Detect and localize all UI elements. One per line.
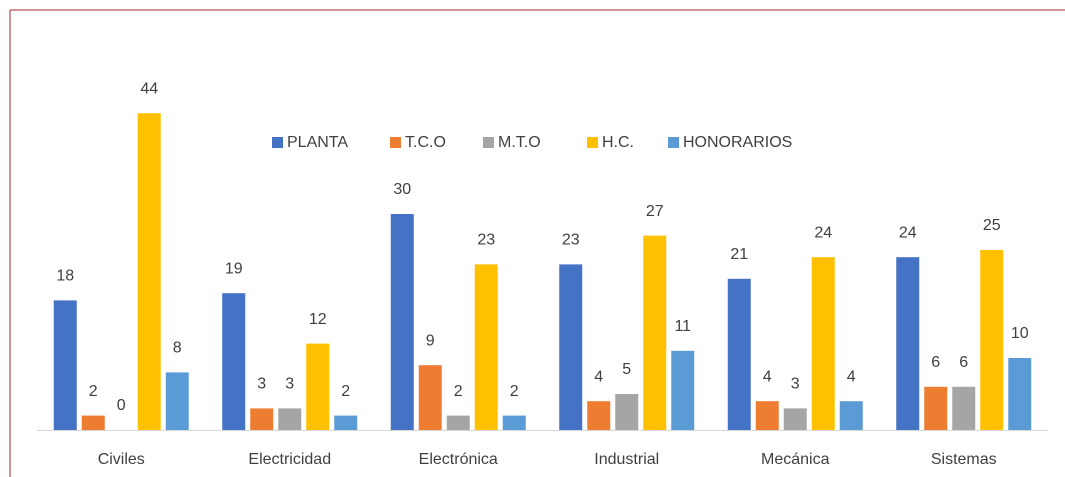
data-label: 2 [510,383,519,400]
data-label: 3 [791,376,800,393]
bar [474,264,498,430]
data-label: 6 [931,354,940,371]
legend-swatch [390,137,401,148]
data-label: 4 [847,368,856,385]
bar [587,401,611,430]
data-label: 3 [257,376,266,393]
data-label: 2 [454,383,463,400]
data-label: 3 [285,376,294,393]
bar [250,408,274,430]
data-label: 23 [562,232,580,249]
data-label: 25 [983,217,1001,234]
bar [165,372,189,430]
x-tick-label: Civiles [98,451,145,468]
x-tick-label: Mecánica [761,451,830,468]
legend-swatch [272,137,283,148]
bar [924,386,948,430]
bar [643,235,667,430]
data-label: 23 [477,232,495,249]
bar [81,415,105,430]
bar [390,214,414,430]
bar [222,293,246,430]
data-label: 30 [393,181,411,198]
x-tick-label: Industrial [594,451,659,468]
data-label: 9 [426,332,435,349]
bar [952,386,976,430]
bar [671,350,695,430]
x-tick-label: Sistemas [931,451,997,468]
bar [727,278,751,430]
data-label: 10 [1011,325,1029,342]
data-label: 2 [89,383,98,400]
data-label: 6 [959,354,968,371]
data-label: 0 [117,397,126,414]
legend-label: PLANTA [287,134,348,151]
data-label: 18 [56,268,74,285]
bar [306,343,330,430]
legend-label: HONORARIOS [683,134,792,151]
data-label: 11 [674,318,691,335]
bar [783,408,807,430]
legend-swatch [668,137,679,148]
legend-swatch [587,137,598,148]
bar [980,250,1004,430]
bar [811,257,835,430]
bar [896,257,920,430]
bar [615,394,639,430]
legend-label: M.T.O [498,134,541,151]
data-label: 21 [730,246,748,263]
bar [1008,358,1032,430]
x-tick-label: Electrónica [419,451,498,468]
bar [278,408,302,430]
bar [137,113,161,430]
data-label: 5 [622,361,631,378]
bar [502,415,526,430]
bar [418,365,442,430]
data-label: 24 [899,224,917,241]
data-label: 4 [594,368,603,385]
data-label: 12 [309,311,327,328]
bar [334,415,358,430]
data-label: 4 [763,368,772,385]
legend-swatch [483,137,494,148]
data-label: 27 [646,203,664,220]
data-label: 44 [140,80,158,97]
bar [53,300,77,430]
bar [755,401,779,430]
bar [839,401,863,430]
bar [446,415,470,430]
bar [559,264,583,430]
data-label: 19 [225,260,243,277]
legend-label: H.C. [602,134,634,151]
data-label: 2 [341,383,350,400]
data-label: 24 [814,224,832,241]
x-tick-label: Electricidad [248,451,331,468]
legend-label: T.C.O [405,134,446,151]
data-label: 8 [173,340,182,357]
